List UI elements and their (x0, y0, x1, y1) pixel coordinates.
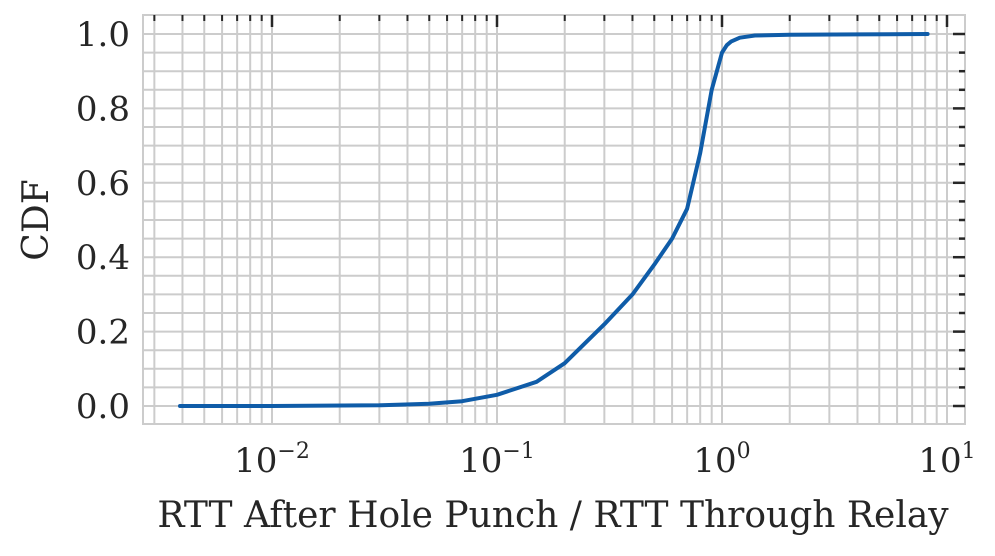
x-tick-label: 10−1 (459, 439, 535, 481)
y-tick-label: 0.6 (76, 164, 130, 204)
x-tick-labels: 10−2 10−1 100 101 (234, 439, 975, 481)
y-tick-label: 0.8 (76, 89, 130, 129)
x-tick-label: 101 (918, 439, 975, 481)
y-tick-label: 0.4 (76, 238, 130, 278)
x-axis-label: RTT After Hole Punch / RTT Through Relay (157, 495, 949, 536)
axis-ticks (153, 15, 965, 408)
cdf-line (178, 32, 930, 408)
y-tick-labels: 0.0 0.2 0.4 0.6 0.8 1.0 (76, 15, 130, 427)
x-tick-label: 100 (693, 439, 750, 481)
grid-lines (143, 15, 965, 424)
y-tick-label: 1.0 (76, 15, 130, 55)
x-tick-label: 10−2 (234, 439, 310, 481)
y-tick-label: 0.2 (76, 313, 130, 353)
y-axis-label: CDF (16, 179, 57, 260)
y-tick-label: 0.0 (76, 387, 130, 427)
